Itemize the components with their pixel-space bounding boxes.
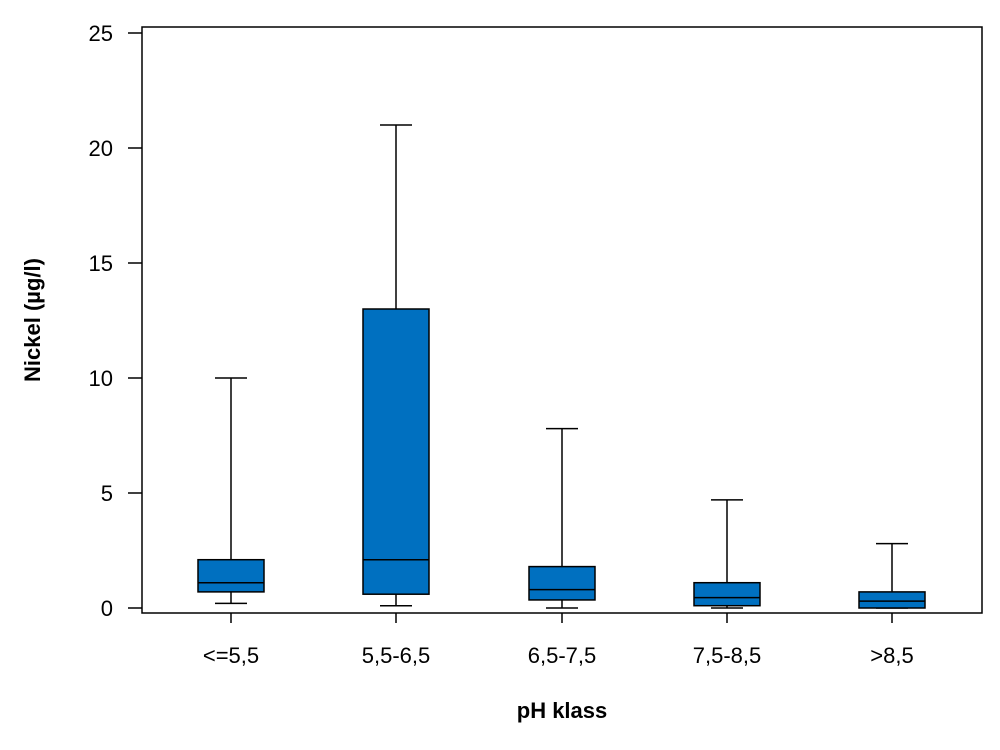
iqr-box	[528, 565, 596, 601]
box-3	[528, 427, 596, 609]
box-series	[197, 124, 926, 609]
y-tick-label: 0	[101, 596, 113, 621]
box-4	[693, 499, 761, 609]
x-tick-label: 5,5-6,5	[362, 643, 431, 668]
box-2	[362, 124, 430, 607]
y-tick-label: 10	[89, 366, 113, 391]
y-tick-label: 15	[89, 251, 113, 276]
x-tick-label: 7,5-8,5	[693, 643, 762, 668]
x-axis-title: pH klass	[517, 698, 608, 723]
y-tick-label: 20	[89, 136, 113, 161]
x-tick-label: <=5,5	[203, 643, 259, 668]
y-axis: 0 5 10 15 20 25	[89, 21, 142, 621]
box-1	[197, 377, 265, 605]
iqr-box	[858, 591, 926, 609]
x-axis: <=5,5 5,5-6,5 6,5-7,5 7,5-8,5 >8,5	[203, 613, 914, 668]
y-tick-label: 25	[89, 21, 113, 46]
iqr-box	[362, 308, 430, 595]
y-axis-title: Nickel (µg/l)	[20, 258, 45, 382]
box-5	[858, 542, 926, 609]
iqr-box	[197, 558, 265, 593]
iqr-box	[693, 581, 761, 607]
y-tick-label: 5	[101, 481, 113, 506]
x-tick-label: >8,5	[870, 643, 913, 668]
x-tick-label: 6,5-7,5	[528, 643, 597, 668]
